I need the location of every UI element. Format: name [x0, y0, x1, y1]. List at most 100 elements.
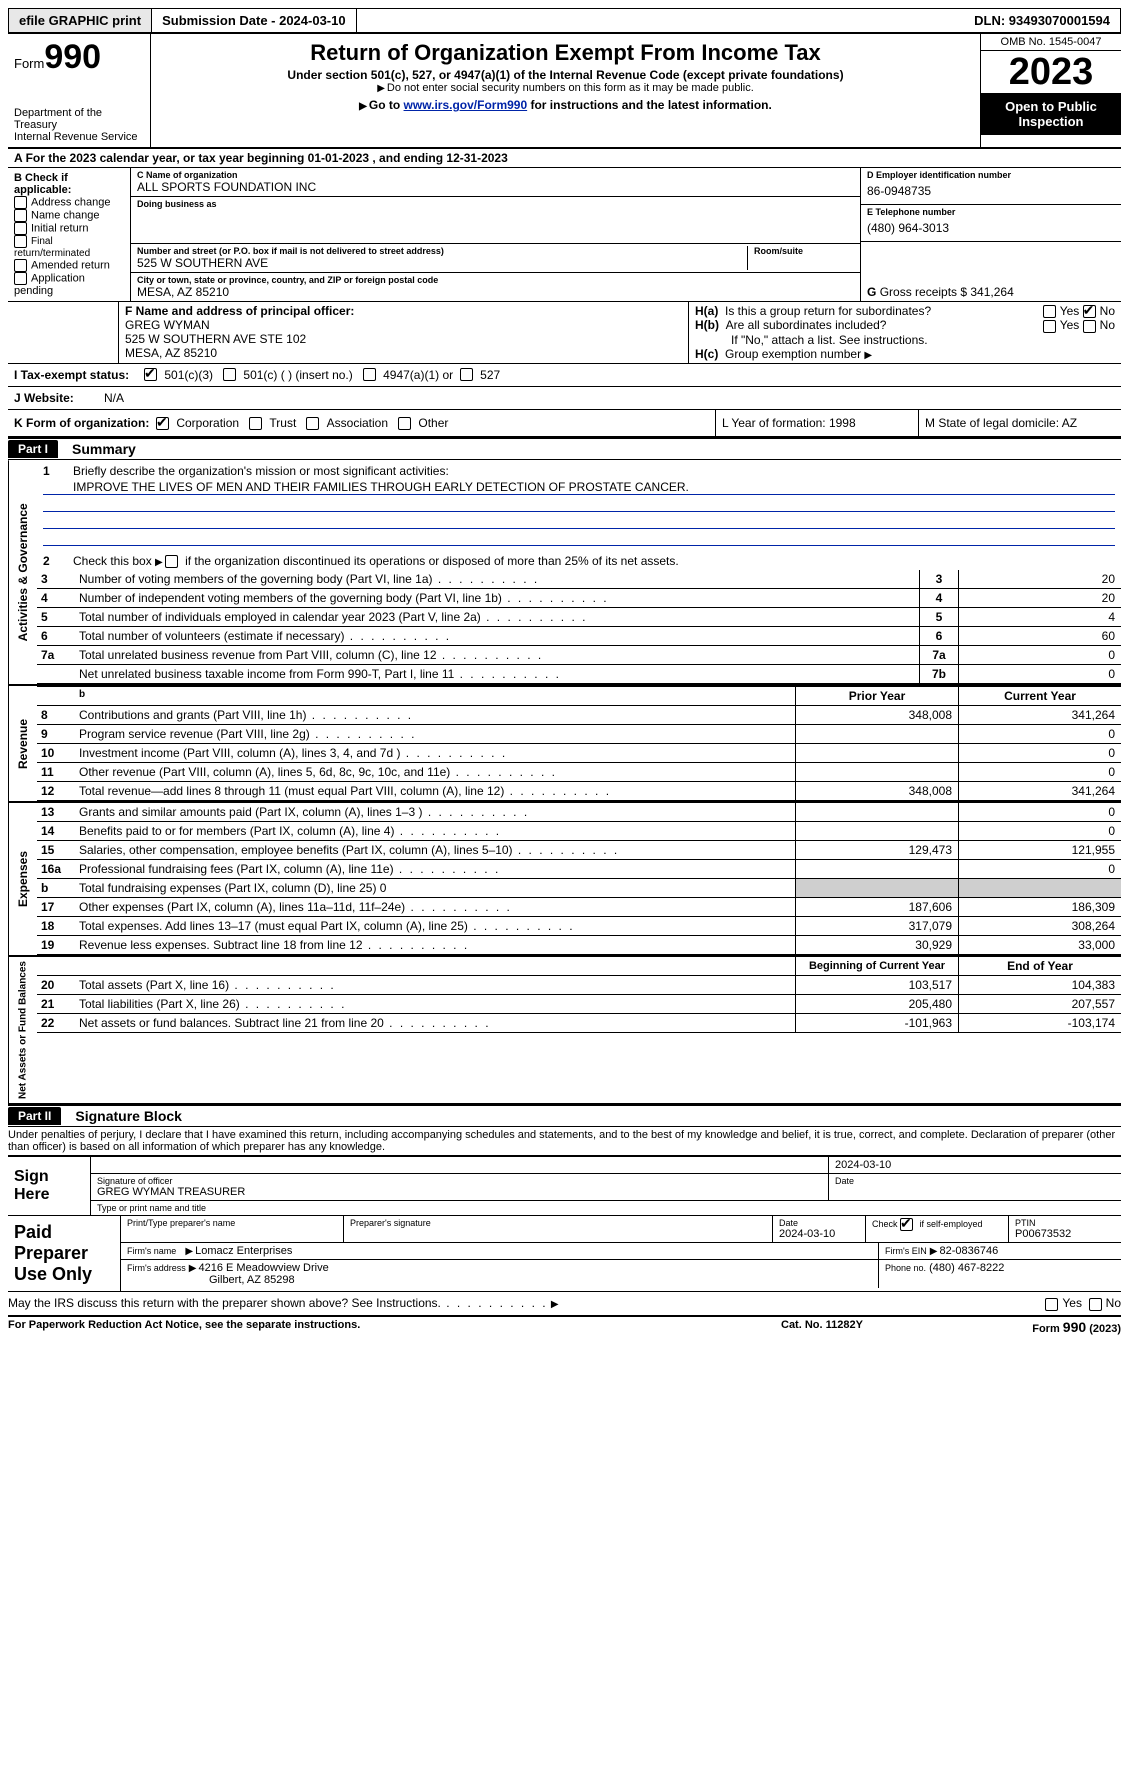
gross-receipts-label: G — [867, 285, 876, 299]
phone: (480) 964-3013 — [867, 217, 1115, 239]
tax-period: A For the 2023 calendar year, or tax yea… — [8, 149, 1121, 168]
org-name-label: C Name of organization — [137, 170, 854, 180]
pdate: 2024-03-10 — [779, 1228, 859, 1240]
chk-501c3[interactable] — [144, 368, 157, 381]
hdr-beg: Beginning of Current Year — [795, 957, 958, 975]
expenses-section: Expenses 13Grants and similar amounts pa… — [8, 803, 1121, 957]
part2-label: Part II — [8, 1107, 61, 1125]
data-line: 12Total revenue—add lines 8 through 11 (… — [37, 782, 1121, 801]
part1-header: Part I Summary — [8, 437, 1121, 460]
chk-4947[interactable] — [363, 368, 376, 381]
chk-final-return[interactable]: Final return/terminated — [14, 235, 124, 259]
dba-label: Doing business as — [137, 199, 854, 209]
goto-pre: Go to — [369, 98, 404, 112]
chk-app-pending[interactable]: Application pending — [14, 272, 124, 297]
pdate-label: Date — [779, 1218, 859, 1228]
chk-501c[interactable] — [223, 368, 236, 381]
penalty-text: Under penalties of perjury, I declare th… — [8, 1127, 1121, 1155]
open-to-public: Open to Public Inspection — [981, 93, 1121, 135]
chk-527[interactable] — [460, 368, 473, 381]
data-line: 13Grants and similar amounts paid (Part … — [37, 803, 1121, 822]
chk-trust[interactable] — [249, 417, 262, 430]
part2-title: Signature Block — [69, 1106, 188, 1126]
chk-address-change[interactable]: Address change — [14, 196, 124, 209]
hb-row: H(b) Are all subordinates included? Yes … — [695, 318, 1115, 332]
hb-no[interactable] — [1083, 320, 1096, 333]
data-line: bTotal fundraising expenses (Part IX, co… — [37, 879, 1121, 898]
paid-preparer-label: PaidPreparerUse Only — [8, 1216, 121, 1291]
entity-info-block: B Check if applicable: Address change Na… — [8, 168, 1121, 302]
discuss-yes[interactable] — [1045, 1298, 1058, 1311]
website-val: N/A — [104, 391, 124, 405]
chk-corp[interactable] — [156, 417, 169, 430]
form-title: Return of Organization Exempt From Incom… — [157, 40, 974, 66]
chk-name-change[interactable]: Name change — [14, 209, 124, 222]
chk-self-emp[interactable] — [900, 1218, 913, 1231]
hdr-prior: Prior Year — [795, 687, 958, 705]
website-label: J Website: — [14, 391, 104, 405]
data-line: 18Total expenses. Add lines 13–17 (must … — [37, 917, 1121, 936]
form-num: 990 — [44, 38, 101, 76]
ptin: P00673532 — [1015, 1228, 1115, 1240]
firm-addr-label: Firm's address — [127, 1263, 186, 1273]
gov-line: 5Total number of individuals employed in… — [37, 608, 1121, 627]
part1-label: Part I — [8, 440, 58, 458]
data-line: 10Investment income (Part VIII, column (… — [37, 744, 1121, 763]
chk-amended[interactable]: Amended return — [14, 259, 124, 272]
mission-label: Briefly describe the organization's miss… — [73, 464, 449, 478]
footer-right: Form 990 (2023) — [961, 1319, 1121, 1335]
discuss-row: May the IRS discuss this return with the… — [8, 1292, 1121, 1315]
footer-mid: Cat. No. 11282Y — [781, 1319, 961, 1335]
state-domicile: M State of legal domicile: AZ — [918, 410, 1121, 436]
data-line: 15Salaries, other compensation, employee… — [37, 841, 1121, 860]
chk-assoc[interactable] — [306, 417, 319, 430]
hb-yes[interactable] — [1043, 320, 1056, 333]
addr-label: Number and street (or P.O. box if mail i… — [137, 246, 747, 256]
tax-exempt-status-row: I Tax-exempt status: 501(c)(3) 501(c) ( … — [8, 364, 1121, 387]
vlabel-rev: Revenue — [8, 686, 37, 801]
data-line: 19Revenue less expenses. Subtract line 1… — [37, 936, 1121, 955]
firm-phone-label: Phone no. — [885, 1263, 926, 1273]
chk-initial-return[interactable]: Initial return — [14, 222, 124, 235]
firm-label: Firm's name — [127, 1246, 176, 1256]
ha-no[interactable] — [1083, 305, 1096, 318]
part1-title: Summary — [66, 439, 142, 459]
subtitle-1: Under section 501(c), 527, or 4947(a)(1)… — [157, 68, 974, 82]
pname-label: Print/Type preparer's name — [121, 1216, 344, 1242]
ein-label: D Employer identification number — [867, 170, 1115, 180]
status-label: I Tax-exempt status: — [14, 368, 144, 382]
gov-line: Net unrelated business taxable income fr… — [37, 665, 1121, 684]
vlabel-exp: Expenses — [8, 803, 37, 955]
psig-label: Preparer's signature — [344, 1216, 773, 1242]
org-name: ALL SPORTS FOUNDATION INC — [137, 180, 854, 194]
revenue-section: Revenue b Prior Year Current Year 8Contr… — [8, 686, 1121, 803]
ein: 86-0948735 — [867, 180, 1115, 202]
chk-other[interactable] — [398, 417, 411, 430]
website-row: J Website: N/A — [8, 387, 1121, 410]
firm-ein: 82-0836746 — [939, 1245, 998, 1257]
city-state-zip: MESA, AZ 85210 — [137, 285, 854, 299]
chk-discontinued[interactable] — [165, 555, 178, 568]
tax-year: 2023 — [981, 51, 1121, 93]
hdr-end: End of Year — [958, 957, 1121, 975]
firm-addr1: 4216 E Meadowview Drive — [199, 1262, 329, 1274]
gross-receipts: Gross receipts $ 341,264 — [880, 285, 1014, 299]
form-header: Form990 Department of the Treasury Inter… — [8, 34, 1121, 149]
part2-header: Part II Signature Block — [8, 1104, 1121, 1127]
firm-phone: (480) 467-8222 — [929, 1262, 1004, 1274]
efile-print-button[interactable]: efile GRAPHIC print — [9, 9, 152, 32]
data-line: 11Other revenue (Part VIII, column (A), … — [37, 763, 1121, 782]
ptin-label: PTIN — [1015, 1218, 1115, 1228]
officer-label: F Name and address of principal officer: — [125, 304, 682, 318]
gov-line: 3Number of voting members of the governi… — [37, 570, 1121, 589]
period-text: For the 2023 calendar year, or tax year … — [26, 151, 508, 165]
hb-note: If "No," attach a list. See instructions… — [695, 333, 1115, 347]
irs-link[interactable]: www.irs.gov/Form990 — [404, 98, 528, 112]
discuss-no[interactable] — [1089, 1298, 1102, 1311]
ha-yes[interactable] — [1043, 305, 1056, 318]
phone-label: E Telephone number — [867, 207, 1115, 217]
gov-line: 6Total number of volunteers (estimate if… — [37, 627, 1121, 646]
box-b-label: B Check if applicable: — [14, 172, 124, 196]
firm-ein-label: Firm's EIN — [885, 1246, 927, 1256]
firm-addr2: Gilbert, AZ 85298 — [127, 1274, 872, 1286]
